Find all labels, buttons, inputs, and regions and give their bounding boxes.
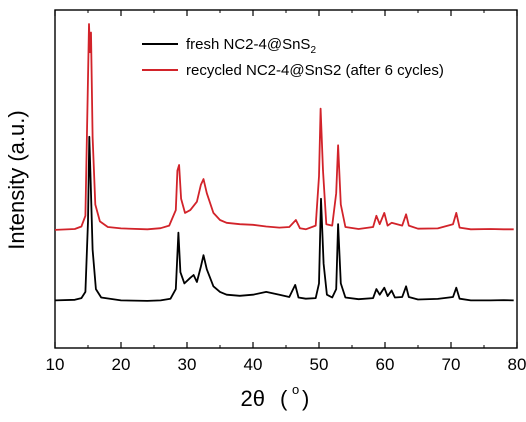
x-axis-title-unit: o [292,382,299,397]
legend-label-recycled: recycled NC2-4@SnS2 (after 6 cycles) [186,62,444,79]
series-layer [54,23,514,302]
legend: fresh NC2-4@SnS2 recycled NC2-4@SnS2 (af… [142,36,444,79]
series-line-recycled [54,23,514,231]
legend-label-fresh-subscript: 2 [310,45,316,56]
x-tick-label: 60 [376,355,395,374]
legend-label-fresh: fresh NC2-4@SnS2 [186,36,316,56]
y-axis-title: Intensity (a.u.) [4,110,29,249]
x-tick-label: 40 [244,355,263,374]
x-tick-label: 20 [112,355,131,374]
x-axis: 10 20 30 40 50 60 70 80 [46,10,526,374]
x-axis-title-paren-open: ( [280,386,288,411]
x-tick-label: 70 [442,355,461,374]
x-tick-label: 10 [46,355,65,374]
x-tick-label: 50 [310,355,329,374]
x-tick-label: 30 [178,355,197,374]
x-tick-label: 80 [508,355,526,374]
x-axis-title-paren-close: ) [302,386,309,411]
x-axis-title-label: 2θ [241,386,265,411]
x-axis-title: 2θ ( o ) [241,382,310,411]
series-line-fresh [54,135,514,302]
